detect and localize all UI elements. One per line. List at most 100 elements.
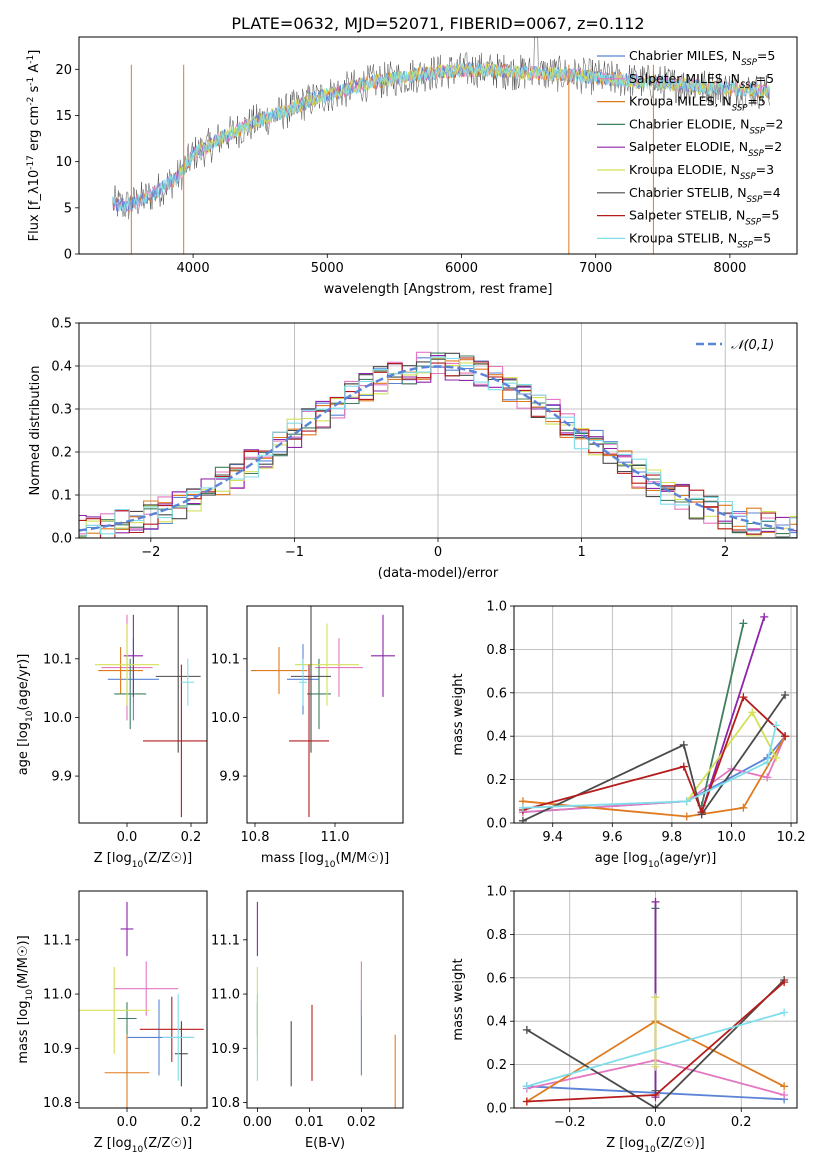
series-marker-kroupa_stelib — [772, 721, 781, 730]
x-axis-label: Z [log10(Z/Z☉)] — [94, 1136, 192, 1155]
series-marker-kroupa_elodie — [748, 708, 757, 717]
histogram-kroupa_miles — [79, 358, 797, 538]
series-marker-salpeter_miles — [763, 773, 772, 782]
histogram-kroupa_elodie — [79, 357, 797, 538]
histogram-plot — [79, 351, 797, 538]
x-tick-label: 10.8 — [241, 830, 270, 845]
series-marker-salpeter_stelib — [780, 978, 789, 987]
legend-label: Kroupa ELODIE, NSSP=3 — [629, 162, 774, 182]
y-tick-label: 0.4 — [486, 1015, 507, 1030]
y-tick-label: 0.8 — [486, 643, 507, 658]
axes-frame — [246, 890, 404, 1109]
line-plot — [522, 897, 789, 1108]
x-tick-label: 0.01 — [295, 1115, 324, 1130]
series-marker-kroupa_elodie — [651, 993, 660, 1002]
series-marker-salpeter_stelib — [739, 693, 748, 702]
axes-residuals: −2 −1 0 1 2 0.0 0.1 0.2 0.3 0.4 0.5 (data-model)/er… — [28, 317, 798, 581]
figure-title: PLATE=0632, MJD=52071, FIBERID=0067, z=0… — [231, 14, 644, 33]
errorbar-plot — [95, 606, 207, 818]
x-tick-label: 0.00 — [243, 1115, 272, 1130]
series-marker-chabrier_stelib — [679, 740, 688, 749]
y-tick-label: 10 — [55, 155, 72, 170]
series-line-kroupa_miles — [522, 735, 786, 818]
x-tick-label: 0.0 — [117, 1115, 138, 1130]
x-axis-label: Z [log10(Z/Z☉)] — [94, 851, 192, 870]
y-tick-label: 9.9 — [219, 770, 240, 785]
x-tick-label: 10.2 — [777, 830, 806, 845]
axes-frame — [78, 890, 208, 1109]
spectrum-line-kroupa_stelib — [112, 62, 770, 213]
y-tick-label: 10.8 — [43, 1096, 72, 1111]
series-marker-salpeter_stelib — [651, 1090, 660, 1099]
axes-frame — [78, 36, 798, 255]
x-tick-label: 0.2 — [731, 1115, 752, 1130]
y-axis-label: mass [log10(M/M☉)] — [16, 935, 35, 1063]
x-tick-label: 9.6 — [602, 830, 623, 845]
spectrum-plot — [112, 37, 771, 254]
y-tick-label: 11.1 — [43, 933, 72, 948]
x-tick-label: 11.0 — [321, 830, 350, 845]
x-tick-label: 7000 — [579, 261, 612, 276]
y-tick-label: 0.3 — [51, 403, 72, 418]
y-tick-label: 1.0 — [486, 600, 507, 615]
axes-age_vs_Z: 0.0 0.2 9.9 10.0 10.1 Z [log10(Z/Z☉)] age [log… — [16, 605, 208, 870]
y-tick-label: 5 — [64, 201, 72, 216]
x-tick-label: 8000 — [713, 261, 746, 276]
y-tick-label: 11.1 — [211, 933, 240, 948]
x-tick-label: 4000 — [177, 261, 210, 276]
series-marker-kroupa_stelib — [518, 803, 527, 812]
series-line-kroupa_stelib — [522, 725, 777, 809]
x-axis-label: age [log10(age/yr)] — [595, 851, 717, 870]
x-tick-label: 10.0 — [717, 830, 746, 845]
series-marker-chabrier_stelib — [781, 690, 790, 699]
y-tick-label: 0.2 — [486, 1058, 507, 1073]
legend-label-normal: 𝒩(0,1) — [731, 338, 774, 353]
y-tick-label: 0.0 — [486, 817, 507, 832]
series-marker-salpeter_stelib — [781, 732, 790, 741]
axes-mass_vs_ebv: 0.00 0.01 0.02 10.8 10.9 11.0 11.1 E(B-V) — [211, 890, 404, 1151]
y-tick-label: 0.2 — [51, 446, 72, 461]
legend-label: Salpeter STELIB, NSSP=5 — [629, 208, 779, 228]
axes-age_vs_mass: 10.8 11.0 9.9 10.0 10.1 mass [log10(M/M☉)] — [211, 605, 404, 870]
series-marker-kroupa_miles — [780, 1082, 789, 1091]
x-tick-label: 0.0 — [117, 830, 138, 845]
series-line-chabrier_stelib — [526, 979, 785, 1108]
series-marker-chabrier_stelib — [651, 1104, 660, 1108]
series-marker-salpeter_miles — [780, 1090, 789, 1099]
histogram-chabrier_stelib — [79, 352, 797, 538]
y-tick-label: 10.0 — [211, 711, 240, 726]
x-tick-label: 0.0 — [645, 1115, 666, 1130]
series-marker-kroupa_stelib — [682, 797, 691, 806]
series-marker-salpeter_elodie — [760, 612, 769, 621]
series-marker-chabrier_elodie — [739, 619, 748, 628]
line-plot — [518, 612, 790, 823]
y-tick-label: 11.0 — [211, 988, 240, 1003]
axes-mass_weight_vs_Z: −0.2 0.0 0.2 0.0 0.2 0.4 0.6 0.8 1.0 Z [log10(Z/Z… — [451, 885, 798, 1155]
errorbar-plot — [251, 606, 395, 818]
y-tick-label: 10.9 — [211, 1042, 240, 1057]
x-tick-label: 0 — [434, 545, 442, 560]
series-line-salpeter_elodie — [700, 616, 766, 813]
series-marker-kroupa_stelib — [763, 758, 772, 767]
y-tick-label: 10.1 — [211, 652, 240, 667]
y-tick-label: 10.9 — [43, 1042, 72, 1057]
x-tick-label: −1 — [285, 545, 304, 560]
series-marker-salpeter_stelib — [697, 808, 706, 817]
legend-label: Chabrier MILES, NSSP=5 — [629, 48, 775, 68]
series-line-kroupa_stelib — [526, 1011, 785, 1088]
x-tick-label: 0.2 — [181, 1115, 202, 1130]
x-tick-label: −2 — [141, 545, 160, 560]
axes-frame — [246, 605, 404, 824]
x-tick-label: −0.2 — [554, 1115, 586, 1130]
errorbar-plot — [256, 901, 396, 1108]
y-tick-label: 0.1 — [51, 489, 72, 504]
errorbar-plot — [79, 901, 204, 1108]
legend-label: Kroupa MILES, NSSP=5 — [629, 94, 766, 114]
axes-frame — [513, 890, 798, 1109]
axes-mass_vs_Z: 0.0 0.2 10.8 10.9 11.0 11.1 Z [log10(Z/Z☉)] mas… — [16, 890, 208, 1155]
y-tick-label: 15 — [55, 109, 72, 124]
y-tick-label: 0.8 — [486, 928, 507, 943]
y-tick-label: 0.6 — [486, 686, 507, 701]
y-tick-label: 0.0 — [51, 532, 72, 547]
x-tick-label: 9.8 — [662, 830, 683, 845]
